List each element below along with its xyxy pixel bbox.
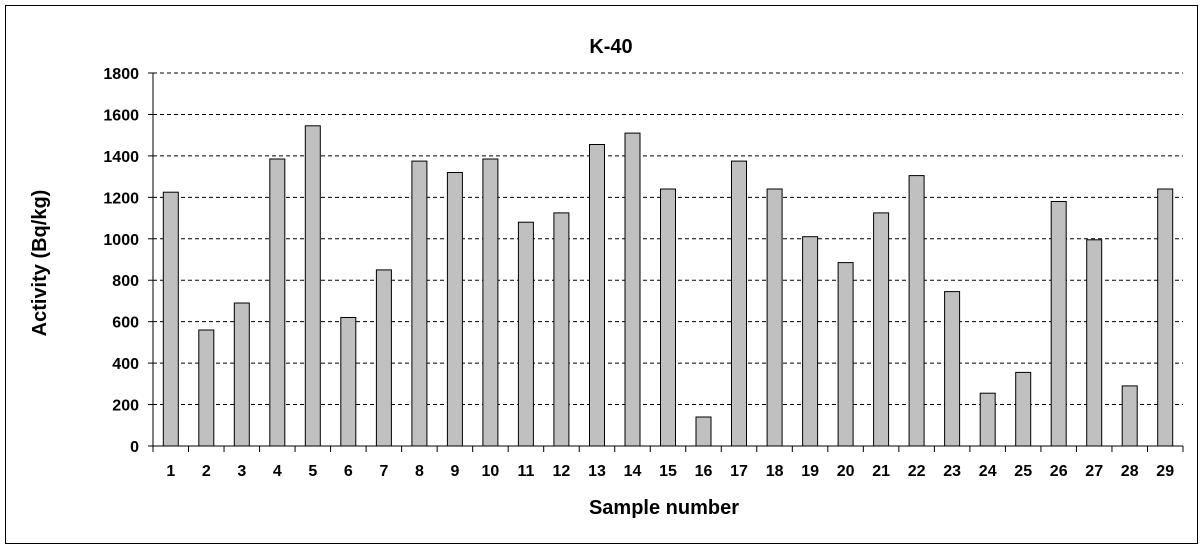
y-tick-label: 1000 (103, 232, 139, 249)
bar-sample-20 (837, 262, 854, 447)
bar-sample-21 (873, 212, 890, 447)
bar-sample-10 (482, 158, 499, 447)
x-tick-label: 11 (517, 463, 534, 480)
x-tick-label: 19 (801, 463, 819, 480)
bar-sample-11 (517, 221, 534, 447)
y-tick-label: 200 (112, 398, 139, 415)
x-tick-label: 8 (415, 463, 424, 480)
bar-sample-1 (162, 191, 179, 447)
x-tick-label: 22 (908, 463, 926, 480)
bar-sample-6 (340, 317, 357, 447)
bar-sample-28 (1121, 385, 1138, 447)
bar-sample-26 (1050, 201, 1067, 447)
y-tick-label: 800 (112, 273, 139, 290)
x-tick-label: 12 (553, 463, 571, 480)
chart-title: K-40 (589, 36, 632, 58)
x-tick-label: 3 (237, 463, 246, 480)
bar-sample-2 (198, 329, 215, 447)
x-tick-label: 2 (202, 463, 211, 480)
bar-sample-4 (269, 158, 286, 447)
x-tick-label: 18 (766, 463, 784, 480)
x-tick-label: 27 (1085, 463, 1103, 480)
y-tick-label: 1600 (103, 107, 139, 124)
x-tick-label: 24 (979, 463, 997, 480)
y-tick-labels: 0 200 400 600 800 1000 1200 1400 1600 1800 (103, 66, 139, 456)
x-tick-label: 13 (588, 463, 606, 480)
bar-sample-27 (1086, 239, 1103, 447)
bars (162, 125, 1174, 447)
bar-sample-13 (589, 144, 605, 447)
x-tick-labels: 1 2 3 4 5 6 7 8 9 10 11 12 13 14 15 16 17 18 19 20 21 22 23 24 2… (166, 463, 1174, 480)
x-tick-label: 6 (344, 463, 353, 480)
x-tick-label: 15 (659, 463, 677, 480)
x-tick-label: 9 (450, 463, 459, 480)
bar-sample-25 (1015, 371, 1032, 447)
bar-sample-17 (731, 160, 747, 447)
x-tick-label: 10 (482, 463, 500, 480)
bar-sample-9 (446, 172, 463, 447)
bar-sample-24 (979, 392, 996, 447)
y-tick-label: 1400 (103, 149, 139, 166)
y-tick-label: 0 (130, 439, 139, 456)
bar-sample-3 (233, 302, 250, 447)
y-axis-title: Activity (Bq/kg) (29, 190, 51, 337)
bar-sample-8 (411, 160, 428, 447)
bar-sample-14 (624, 132, 641, 447)
x-tick-label: 26 (1050, 463, 1068, 480)
y-tick-label: 1200 (103, 190, 139, 207)
bar-sample-16 (695, 416, 712, 447)
y-tick-label: 1800 (103, 66, 139, 83)
x-tick-label: 1 (166, 463, 175, 480)
bar-sample-15 (660, 188, 676, 447)
y-tick-label: 600 (112, 315, 139, 332)
x-tick-label: 25 (1014, 463, 1032, 480)
y-tick-label: 400 (112, 356, 139, 373)
x-tick-label: 29 (1156, 463, 1174, 480)
bar-sample-23 (944, 291, 961, 447)
x-tick-label: 20 (837, 463, 855, 480)
bar-sample-29 (1157, 188, 1174, 447)
x-tick-label: 23 (943, 463, 961, 480)
bar-sample-12 (553, 212, 570, 447)
x-tick-label: 21 (872, 463, 890, 480)
x-axis-title: Sample number (589, 497, 739, 519)
x-tick-label: 16 (695, 463, 713, 480)
x-tick-label: 4 (273, 463, 282, 480)
bar-sample-18 (766, 188, 783, 447)
x-tick-label: 14 (624, 463, 642, 480)
bar-sample-5 (304, 125, 321, 447)
bar-sample-22 (908, 175, 925, 447)
bar-sample-7 (375, 269, 392, 447)
x-tick-label: 5 (308, 463, 317, 480)
x-tick-label: 7 (379, 463, 388, 480)
axes (148, 72, 1184, 452)
x-tick-label: 17 (730, 463, 748, 480)
x-tick-label: 28 (1121, 463, 1139, 480)
bar-sample-19 (802, 236, 819, 447)
